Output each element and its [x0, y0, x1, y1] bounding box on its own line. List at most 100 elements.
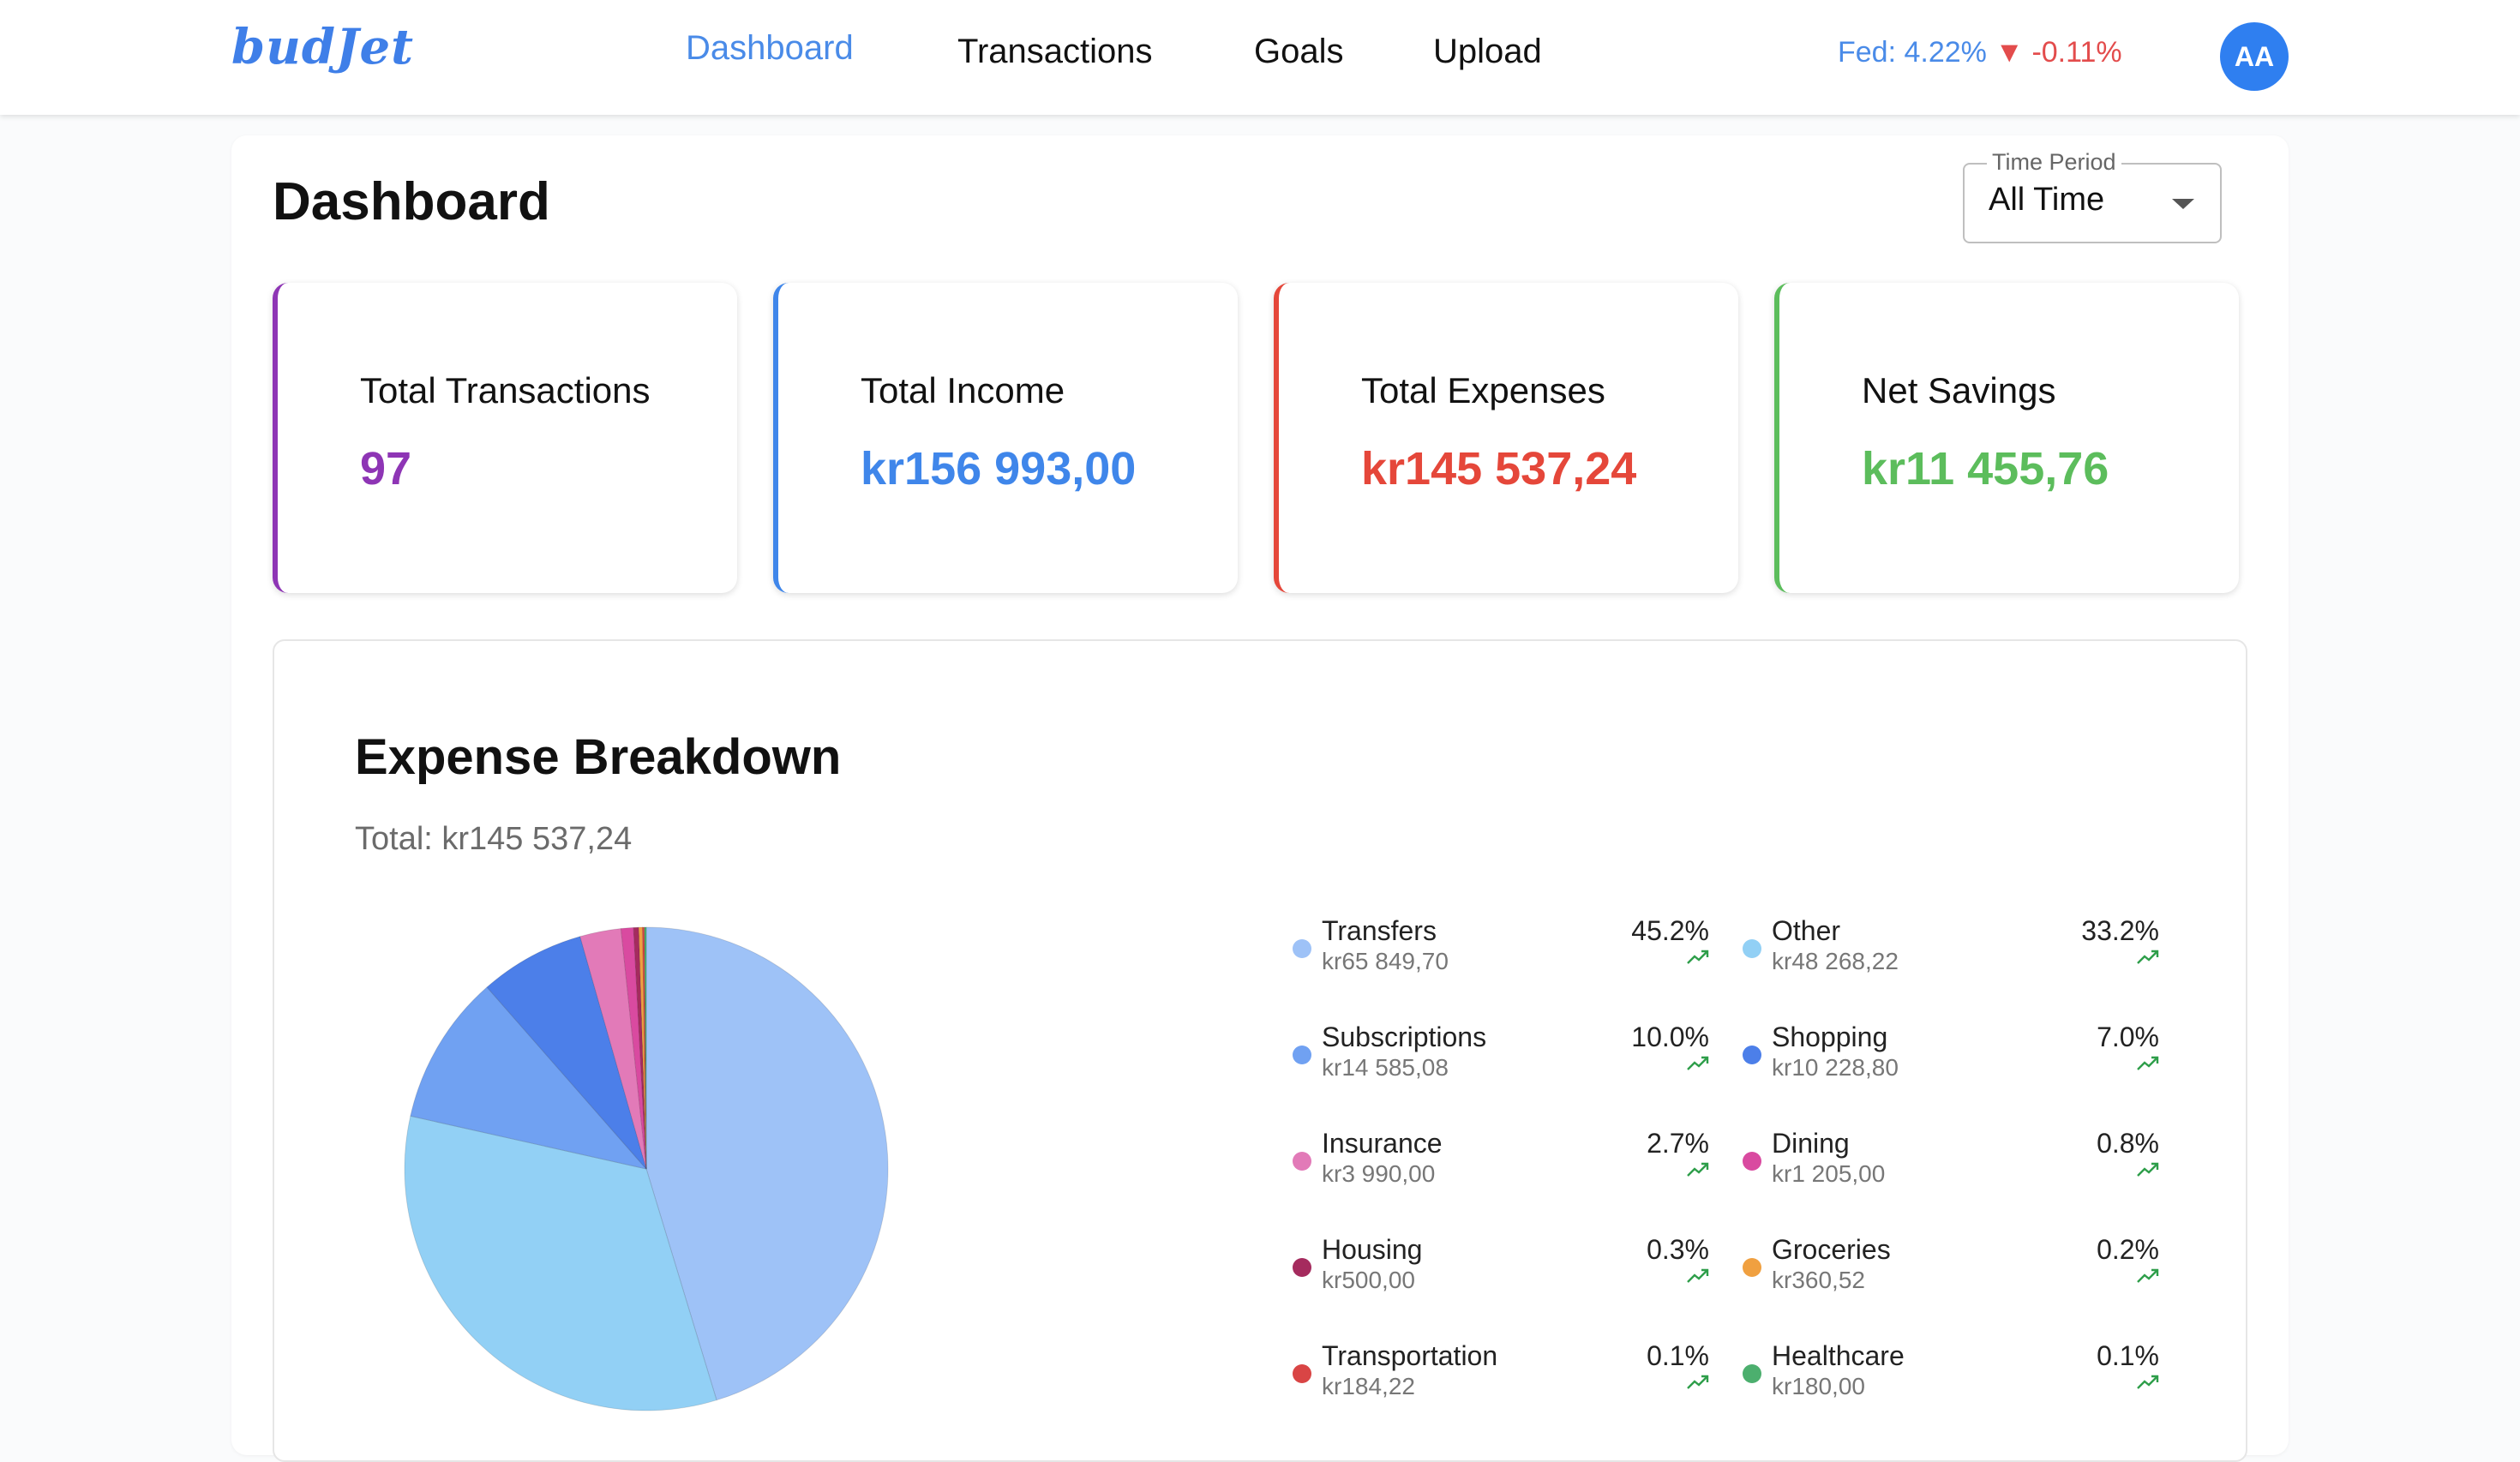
legend-category-amount: kr500,00: [1322, 1267, 1415, 1293]
stat-label: Total Income: [861, 370, 1065, 410]
legend-item-transfers[interactable]: Transfers kr65 849,70 45.2%: [1293, 915, 1721, 984]
trending-up-icon: [2137, 1375, 2159, 1389]
legend-category-name: Housing: [1322, 1234, 1423, 1265]
legend-item-dining[interactable]: Dining kr1 205,00 0.8%: [1743, 1128, 2171, 1196]
legend-item-insurance[interactable]: Insurance kr3 990,00 2.7%: [1293, 1128, 1721, 1196]
stat-value: 97: [360, 443, 412, 494]
legend-category-name: Subscriptions: [1322, 1022, 1487, 1052]
fed-rate-change: -0.11%: [2031, 36, 2122, 69]
legend-dot: [1293, 1046, 1311, 1064]
legend-category-name: Insurance: [1322, 1128, 1443, 1159]
trending-up-icon: [1687, 950, 1709, 964]
legend-category-percent: 0.2%: [2097, 1234, 2159, 1265]
fed-rate-indicator: Fed: 4.22% ▼ -0.11%: [1838, 36, 2122, 69]
caret-down-icon: [2172, 199, 2194, 209]
legend-item-housing[interactable]: Housing kr500,00 0.3%: [1293, 1234, 1721, 1303]
legend-item-other[interactable]: Other kr48 268,22 33.2%: [1743, 915, 2171, 984]
legend-item-subscriptions[interactable]: Subscriptions kr14 585,08 10.0%: [1293, 1022, 1721, 1090]
trending-up-icon: [2137, 950, 2159, 964]
pie-slice-housing[interactable]: [633, 926, 647, 1170]
legend-dot: [1743, 1364, 1761, 1383]
trending-up-icon: [1687, 1162, 1709, 1177]
pie-slice-transportation[interactable]: [642, 926, 647, 1170]
nav-link-transactions[interactable]: Transactions: [957, 33, 1153, 70]
legend-category-amount: kr184,22: [1322, 1373, 1415, 1399]
legend-dot: [1743, 1152, 1761, 1171]
legend-category-percent: 2.7%: [1647, 1128, 1709, 1159]
legend-category-percent: 33.2%: [2081, 915, 2159, 946]
down-arrow-icon: ▼: [1995, 36, 2024, 69]
time-period-label: Time Period: [1987, 149, 2121, 176]
stat-card-total-expenses: Total Expenses kr145 537,24: [1274, 283, 1738, 593]
trending-up-icon: [1687, 1375, 1709, 1389]
legend-item-transportation[interactable]: Transportation kr184,22 0.1%: [1293, 1340, 1721, 1409]
legend-category-percent: 10.0%: [1631, 1022, 1709, 1052]
pie-slice-shopping[interactable]: [486, 936, 647, 1170]
trending-up-icon: [2137, 1056, 2159, 1070]
legend-category-name: Groceries: [1772, 1234, 1891, 1265]
legend-category-amount: kr3 990,00: [1322, 1160, 1436, 1187]
legend-dot: [1293, 1258, 1311, 1277]
pie-slice-insurance[interactable]: [579, 928, 647, 1170]
legend-category-percent: 0.3%: [1647, 1234, 1709, 1265]
legend-dot: [1293, 1364, 1311, 1383]
stat-value: kr11 455,76: [1862, 443, 2109, 494]
nav-link-goals[interactable]: Goals: [1254, 33, 1344, 70]
legend-category-name: Transportation: [1322, 1340, 1498, 1371]
time-period-select[interactable]: Time Period All Time: [1963, 149, 2222, 243]
fed-rate-label: Fed: 4.22%: [1838, 36, 1987, 69]
stat-card-net-savings: Net Savings kr11 455,76: [1774, 283, 2239, 593]
time-period-value: All Time: [1989, 182, 2105, 218]
expense-pie-chart: [404, 926, 889, 1411]
stat-value: kr156 993,00: [861, 443, 1137, 494]
trending-up-icon: [1687, 1056, 1709, 1070]
legend-item-healthcare[interactable]: Healthcare kr180,00 0.1%: [1743, 1340, 2171, 1409]
pie-slice-healthcare[interactable]: [644, 926, 647, 1170]
trending-up-icon: [2137, 1162, 2159, 1177]
stat-card-total-income: Total Income kr156 993,00: [773, 283, 1238, 593]
trending-up-icon: [1687, 1268, 1709, 1283]
stat-label: Total Expenses: [1361, 370, 1605, 410]
legend-category-name: Healthcare: [1772, 1340, 1905, 1371]
legend-category-name: Transfers: [1322, 915, 1437, 946]
app-logo[interactable]: budJet: [231, 19, 415, 75]
stat-card-total-transactions: Total Transactions 97: [273, 283, 737, 593]
stat-label: Net Savings: [1862, 370, 2056, 410]
expense-breakdown-total: Total: kr145 537,24: [355, 821, 633, 857]
legend-category-amount: kr14 585,08: [1322, 1054, 1449, 1081]
legend-category-percent: 0.8%: [2097, 1128, 2159, 1159]
legend-category-percent: 0.1%: [1647, 1340, 1709, 1371]
legend-category-amount: kr360,52: [1772, 1267, 1865, 1293]
legend-item-groceries[interactable]: Groceries kr360,52 0.2%: [1743, 1234, 2171, 1303]
nav-link-dashboard[interactable]: Dashboard: [686, 29, 854, 67]
legend-category-amount: kr65 849,70: [1322, 948, 1449, 974]
legend-item-shopping[interactable]: Shopping kr10 228,80 7.0%: [1743, 1022, 2171, 1090]
legend-category-name: Dining: [1772, 1128, 1850, 1159]
legend-dot: [1293, 1152, 1311, 1171]
legend-category-amount: kr1 205,00: [1772, 1160, 1886, 1187]
legend-category-amount: kr48 268,22: [1772, 948, 1899, 974]
legend-dot: [1743, 939, 1761, 958]
trending-up-icon: [2137, 1268, 2159, 1283]
legend-category-percent: 7.0%: [2097, 1022, 2159, 1052]
pie-slice-transfers[interactable]: [645, 926, 889, 1401]
legend-category-percent: 45.2%: [1631, 915, 1709, 946]
pie-slice-other[interactable]: [404, 1115, 717, 1411]
legend-dot: [1293, 939, 1311, 958]
nav-link-upload[interactable]: Upload: [1433, 33, 1542, 70]
legend-dot: [1743, 1046, 1761, 1064]
stat-label: Total Transactions: [360, 370, 651, 410]
pie-slice-subscriptions[interactable]: [410, 986, 648, 1170]
legend-category-amount: kr180,00: [1772, 1373, 1865, 1399]
user-avatar[interactable]: AA: [2220, 22, 2289, 91]
legend-category-percent: 0.1%: [2097, 1340, 2159, 1371]
top-nav: budJet Dashboard Transactions Goals Uplo…: [0, 0, 2520, 115]
pie-slice-groceries[interactable]: [638, 926, 647, 1170]
legend-category-name: Other: [1772, 915, 1841, 946]
page-title: Dashboard: [273, 172, 550, 231]
legend-category-name: Shopping: [1772, 1022, 1888, 1052]
expense-breakdown-title: Expense Breakdown: [355, 729, 842, 785]
legend-dot: [1743, 1258, 1761, 1277]
stat-value: kr145 537,24: [1361, 443, 1637, 494]
pie-slice-dining[interactable]: [620, 926, 647, 1170]
